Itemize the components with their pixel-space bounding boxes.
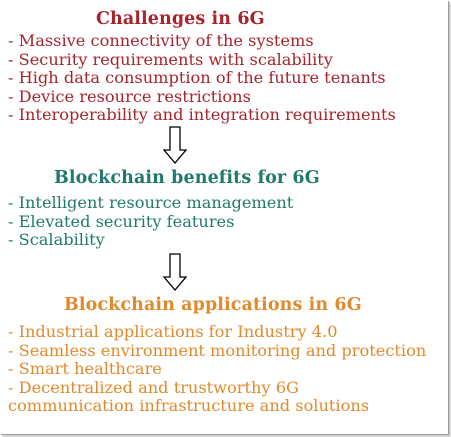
list-item: - Decentralized and trustworthy 6G (8, 377, 299, 397)
applications-list: - Industrial applications for Industry 4… (8, 322, 427, 416)
applications-title: Blockchain applications in 6G (64, 295, 362, 315)
list-item: - Industrial applications for Industry 4… (8, 322, 338, 341)
down-arrow-icon (163, 253, 187, 291)
benefits-list: - Intelligent resource management - Elev… (8, 193, 294, 250)
list-item: - Massive connectivity of the systems (8, 31, 314, 50)
list-item: - Intelligent resource management (8, 193, 294, 212)
benefits-title: Blockchain benefits for 6G (54, 168, 320, 188)
list-item: - Elevated security features (8, 211, 235, 231)
down-arrow-icon (163, 126, 187, 164)
list-item: - Scalability (8, 230, 105, 250)
list-item: - High data consumption of the future te… (8, 68, 386, 88)
list-item: - Smart healthcare (8, 359, 162, 379)
list-item: - Security requirements with scalability (8, 49, 333, 69)
list-item: - Interoperability and integration requi… (8, 105, 396, 125)
challenges-list: - Massive connectivity of the systems - … (8, 31, 396, 125)
list-item: - Seamless environment monitoring and pr… (8, 340, 427, 360)
list-item: communication infrastructure and solutio… (8, 396, 370, 416)
list-item: - Device resource restrictions (8, 86, 251, 106)
challenges-title: Challenges in 6G (96, 9, 265, 29)
